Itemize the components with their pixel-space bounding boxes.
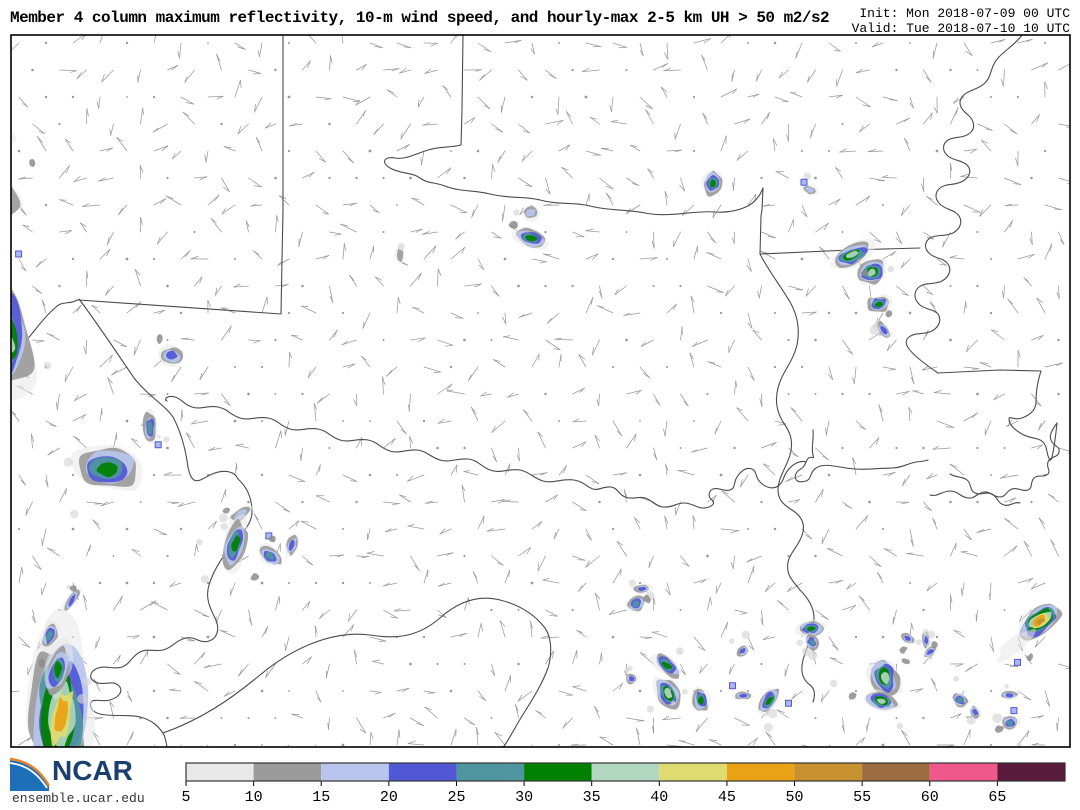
svg-text:20: 20 <box>380 789 398 806</box>
svg-text:60: 60 <box>921 789 939 806</box>
svg-text:30: 30 <box>515 789 533 806</box>
svg-text:45: 45 <box>718 789 736 806</box>
svg-text:35: 35 <box>583 789 601 806</box>
svg-text:15: 15 <box>312 789 330 806</box>
svg-text:55: 55 <box>853 789 871 806</box>
svg-text:25: 25 <box>447 789 465 806</box>
svg-text:50: 50 <box>786 789 804 806</box>
svg-text:40: 40 <box>650 789 668 806</box>
svg-text:10: 10 <box>245 789 263 806</box>
svg-text:5: 5 <box>181 789 190 806</box>
svg-text:65: 65 <box>988 789 1006 806</box>
